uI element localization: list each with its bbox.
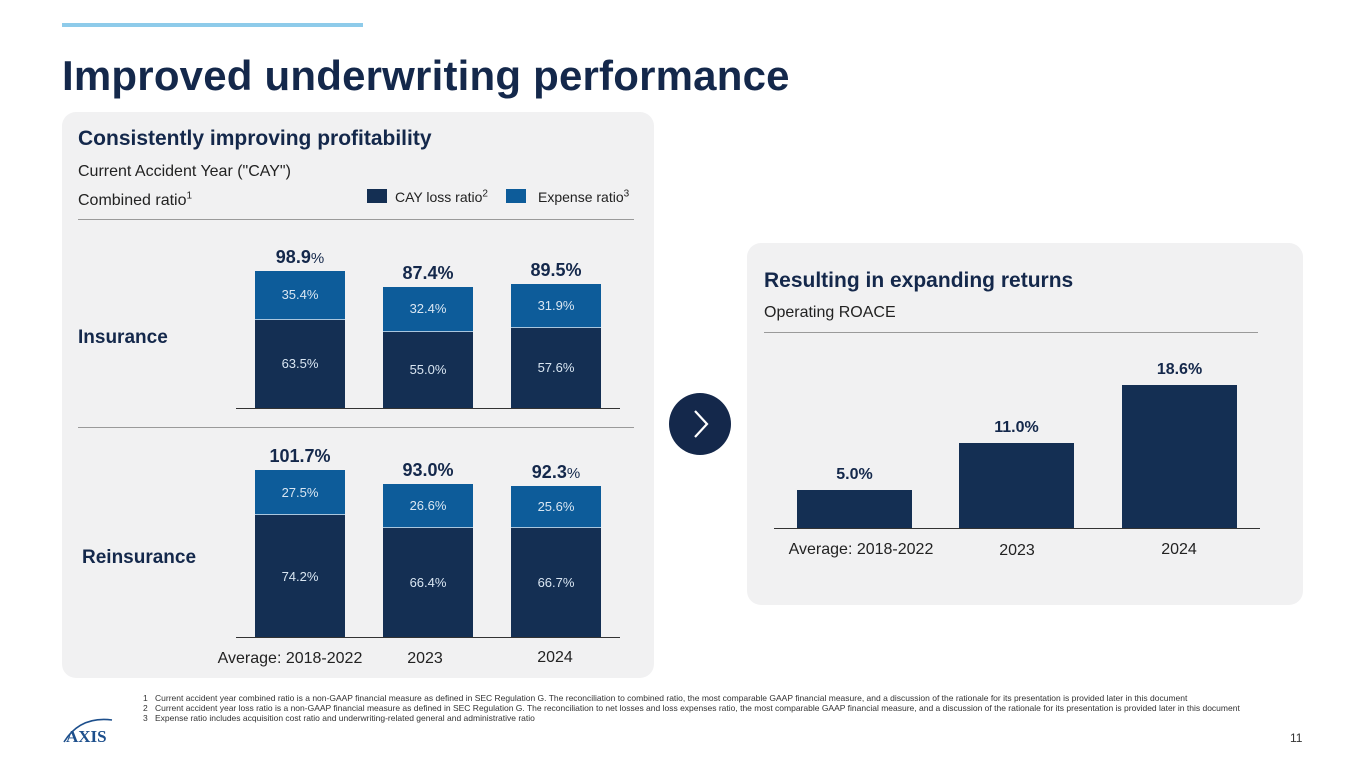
total-value: 101.7% xyxy=(269,446,331,467)
insurance-bar-expense: 35.4% xyxy=(255,270,345,320)
insurance-bar-expense: 31.9% xyxy=(511,283,601,328)
roace-bar xyxy=(959,443,1074,528)
page-title: Improved underwriting performance xyxy=(62,52,790,99)
returns-subtitle: Operating ROACE xyxy=(764,304,896,321)
insurance-bar-loss: 63.5% xyxy=(255,319,345,408)
title-accent-line xyxy=(62,23,363,27)
profitability-subtitle-combined: Combined ratio1 xyxy=(78,190,193,210)
roace-bar xyxy=(797,489,912,528)
roace-value-label: 5.0% xyxy=(836,465,873,483)
legend-label-expense: Expense ratio3 xyxy=(538,189,629,205)
reinsurance-total-label: 92.3% xyxy=(491,462,621,483)
axis-logo-icon: AXIS xyxy=(63,718,113,746)
footnote-text: Current accident year loss ratio is a no… xyxy=(155,703,1240,713)
footnote-text: Expense ratio includes acquisition cost … xyxy=(155,713,535,723)
total-percent-sign: % xyxy=(310,249,325,267)
roace-value-label: 11.0% xyxy=(994,419,1039,437)
page-number: 11 xyxy=(1290,731,1303,745)
footnote-3: 3 Expense ratio includes acquisition cost… xyxy=(143,713,1293,723)
reinsurance-bar-loss: 66.7% xyxy=(511,527,601,637)
legend-loss-text: CAY loss ratio xyxy=(395,189,483,205)
total-percent-sign: % xyxy=(566,464,581,482)
row-label-reinsurance: Reinsurance xyxy=(82,547,197,568)
returns-panel-title: Resulting in expanding returns xyxy=(764,269,1074,292)
footnote-number: 1 xyxy=(143,693,148,703)
footnote-ref: 2 xyxy=(482,188,488,200)
total-value: 92.3 xyxy=(531,461,567,482)
reinsurance-total-label: 93.0% xyxy=(363,460,493,481)
next-arrow-button[interactable] xyxy=(669,393,731,455)
footnote-1: 1 Current accident year combined ratio is… xyxy=(143,693,1293,703)
insurance-total-label: 87.4% xyxy=(363,263,493,284)
footnote-text: Current accident year combined ratio is … xyxy=(155,693,1188,703)
reinsurance-bar-loss: 74.2% xyxy=(255,515,345,637)
insurance-bar-expense: 32.4% xyxy=(383,286,473,332)
legend-swatch-expense xyxy=(506,189,526,203)
profitability-panel-title: Consistently improving profitability xyxy=(78,127,432,150)
combined-ratio-label: Combined ratio xyxy=(78,192,187,209)
legend-swatch-loss xyxy=(367,189,387,203)
reinsurance-bar-expense: 26.6% xyxy=(383,484,473,529)
footnote-ref: 1 xyxy=(186,190,193,202)
legend-expense-text: Expense ratio xyxy=(538,189,624,205)
total-value: 93.0% xyxy=(402,460,454,481)
header-divider xyxy=(78,219,634,220)
total-value: 98.9 xyxy=(275,246,311,267)
insurance-bar-loss: 55.0% xyxy=(383,331,473,408)
total-value: 89.5% xyxy=(530,259,582,280)
axis-logo: AXIS xyxy=(60,712,116,753)
chevron-right-icon xyxy=(694,410,709,438)
roace-x-label-2024: 2024 xyxy=(1161,541,1197,558)
x-label-2023: 2023 xyxy=(407,650,443,667)
roace-bar xyxy=(1122,384,1237,528)
x-label-average: Average: 2018-2022 xyxy=(217,650,363,667)
roace-x-axis xyxy=(774,528,1260,529)
insurance-x-axis xyxy=(236,408,620,409)
legend-label-loss: CAY loss ratio2 xyxy=(395,189,488,205)
reinsurance-total-label: 101.7% xyxy=(235,446,365,467)
reinsurance-bar-loss: 66.4% xyxy=(383,528,473,637)
roace-x-label-2023: 2023 xyxy=(999,542,1035,559)
footnotes: 1 Current accident year combined ratio is… xyxy=(143,693,1293,723)
x-label-2024: 2024 xyxy=(537,649,573,666)
footnote-2: 2 Current accident year loss ratio is a n… xyxy=(143,703,1293,713)
roace-value-label: 18.6% xyxy=(1156,360,1203,378)
insurance-bar-loss: 57.6% xyxy=(511,327,601,408)
row-divider xyxy=(78,427,634,428)
row-label-insurance: Insurance xyxy=(78,327,168,348)
insurance-total-label: 98.9% xyxy=(235,247,365,268)
insurance-total-label: 89.5% xyxy=(491,260,621,281)
axis-logo-text: AXIS xyxy=(66,727,107,746)
returns-divider xyxy=(764,332,1258,333)
footnote-number: 3 xyxy=(143,713,148,723)
reinsurance-bar-expense: 27.5% xyxy=(255,470,345,516)
roace-x-label-average: Average: 2018-2022 xyxy=(788,541,934,558)
total-value: 87.4% xyxy=(402,262,454,283)
profitability-subtitle-cay: Current Accident Year ("CAY") xyxy=(78,163,291,180)
footnote-ref: 3 xyxy=(623,188,630,200)
footnote-number: 2 xyxy=(143,703,148,713)
reinsurance-bar-expense: 25.6% xyxy=(511,485,601,528)
reinsurance-x-axis xyxy=(236,637,620,638)
